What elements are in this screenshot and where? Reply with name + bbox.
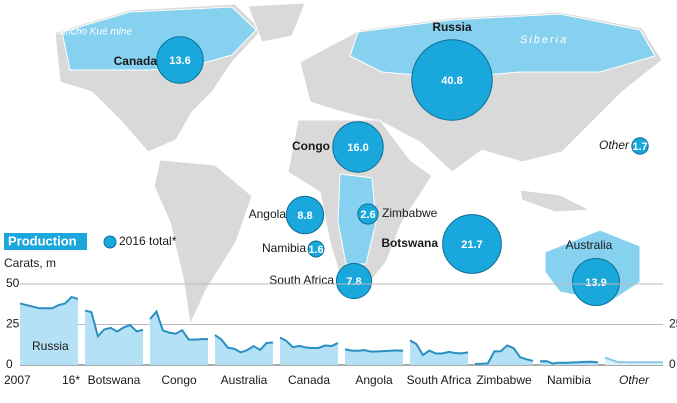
- legend-box: [4, 233, 87, 250]
- bubble-value: 1.6: [308, 244, 323, 256]
- area: [410, 340, 468, 365]
- series-name: Canada: [288, 373, 330, 387]
- bubble-value: 13.6: [169, 55, 190, 67]
- line: [409, 339, 469, 357]
- area: [85, 310, 143, 365]
- bubble-name: Australia: [566, 238, 613, 252]
- bubble-value: 7.8: [346, 276, 361, 288]
- line: [279, 336, 339, 349]
- y-tick-label: 25: [6, 317, 20, 331]
- legend-label: 2016 total*: [119, 234, 177, 248]
- line: [149, 309, 208, 341]
- line: [604, 356, 663, 364]
- mine-label: Gahcho Kué mine: [52, 27, 132, 38]
- series-name: Other: [619, 373, 650, 387]
- area: [150, 311, 208, 365]
- series-name: South Africa: [407, 373, 472, 387]
- bubble-name: South Africa: [269, 273, 334, 287]
- line: [84, 309, 144, 339]
- bubble: [631, 137, 649, 155]
- series-name: Congo: [161, 373, 197, 387]
- y-axis-label: Carats, m: [4, 256, 56, 270]
- bubble-name: Botswana: [381, 236, 438, 250]
- line: [539, 360, 599, 365]
- bubble-name: Russia: [432, 20, 472, 34]
- bubble: [285, 195, 325, 235]
- y2-tick-label: 0: [669, 357, 676, 371]
- russia-shape: [349, 13, 656, 79]
- bubble: [442, 214, 502, 274]
- series-name: Botswana: [88, 373, 141, 387]
- line: [474, 344, 534, 365]
- bubble: [307, 240, 325, 258]
- area: [475, 345, 533, 365]
- south-america: [153, 159, 253, 327]
- bubble-name: Canada: [114, 54, 158, 68]
- bubble-value: 2.6: [360, 209, 375, 221]
- line: [19, 295, 79, 310]
- legend-title: Production: [8, 233, 77, 248]
- bubble-name: Namibia: [262, 241, 306, 255]
- line: [214, 334, 274, 354]
- bubble-name: Angola: [249, 207, 287, 221]
- area: [215, 335, 273, 365]
- region-label: Siberia: [520, 34, 568, 46]
- area: [345, 349, 403, 365]
- x-tick-label: 2007: [4, 373, 31, 387]
- bubble-name: Other: [599, 138, 630, 152]
- bubble: [335, 262, 373, 300]
- bubble: [332, 121, 384, 173]
- bubble-name: Congo: [292, 139, 330, 153]
- area: [20, 296, 78, 365]
- greenland: [247, 2, 306, 43]
- bubble-name: Zimbabwe: [382, 206, 438, 220]
- bubble-value: 40.8: [441, 75, 462, 87]
- series-name: Namibia: [547, 373, 591, 387]
- bubble-value: 13.9: [585, 277, 606, 289]
- southern-africa-shape: [337, 173, 377, 265]
- bubble: [572, 258, 620, 306]
- series-name: Zimbabwe: [476, 373, 532, 387]
- bubble: [156, 36, 204, 84]
- y2-tick-label: 25: [669, 317, 677, 331]
- indonesia: [519, 189, 592, 213]
- x-tick-label: 16*: [62, 373, 80, 387]
- series-name: Australia: [221, 373, 268, 387]
- bubble-value: 1.7: [632, 141, 647, 153]
- line: [344, 348, 404, 353]
- series-name: Russia: [32, 339, 69, 353]
- y-tick-label: 50: [6, 276, 20, 290]
- series-name: Angola: [355, 373, 393, 387]
- bubble-value: 16.0: [347, 142, 368, 154]
- y-tick-label: 0: [6, 357, 13, 371]
- bubble-value: 21.7: [461, 239, 482, 251]
- area: [280, 337, 338, 365]
- bubble: [411, 39, 493, 121]
- bubble-value: 8.8: [297, 210, 312, 222]
- bubble: [357, 203, 379, 225]
- canada-shape: [61, 6, 257, 71]
- legend-swatch: [103, 235, 117, 249]
